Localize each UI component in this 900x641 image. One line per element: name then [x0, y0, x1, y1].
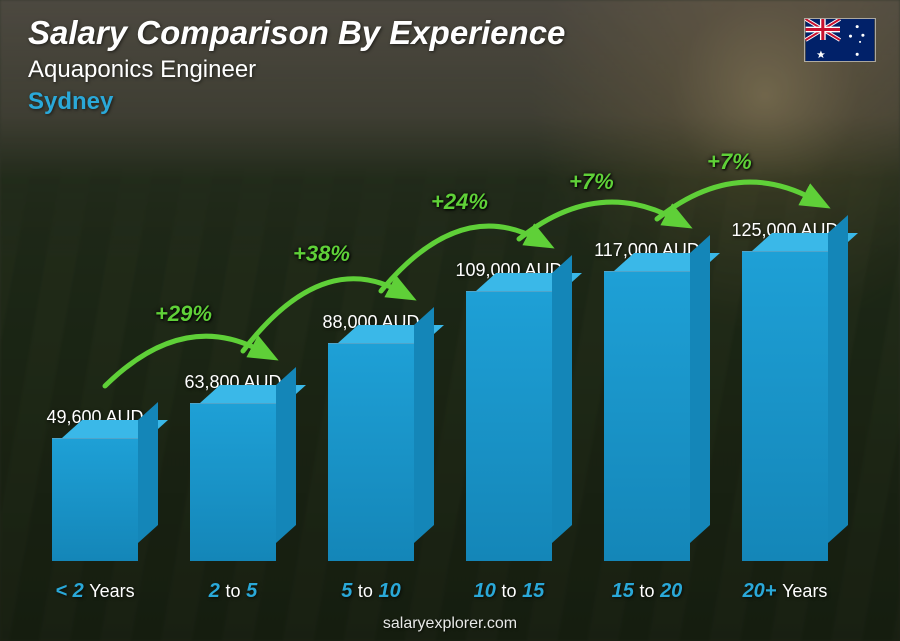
x-axis-label: 10 to 15	[444, 580, 574, 603]
bar-cell: 125,000 AUD	[720, 220, 850, 561]
increase-label: +7%	[569, 169, 614, 195]
increase-label: +7%	[707, 149, 752, 175]
x-axis: < 2 Years 2 to 5 5 to 10 10 to 15 15 to 20 20…	[30, 580, 850, 603]
x-axis-label: 5 to 10	[306, 580, 436, 603]
bar	[190, 403, 276, 561]
page-title: Salary Comparison By Experience	[28, 14, 565, 52]
x-axis-label: 20+ Years	[720, 580, 850, 603]
bar-cell: 63,800 AUD	[168, 372, 298, 561]
x-axis-label: < 2 Years	[30, 580, 160, 603]
job-title: Aquaponics Engineer	[28, 56, 565, 84]
bar-cell: 88,000 AUD	[306, 312, 436, 561]
bar-cell: 117,000 AUD	[582, 240, 712, 561]
bar	[52, 438, 138, 561]
increase-label: +29%	[155, 301, 212, 327]
header: Salary Comparison By Experience Aquaponi…	[28, 14, 565, 116]
bar	[328, 343, 414, 561]
flag-icon	[804, 18, 876, 62]
bar	[466, 291, 552, 561]
bar	[604, 271, 690, 561]
footer-attribution: salaryexplorer.com	[0, 615, 900, 633]
x-axis-label: 2 to 5	[168, 580, 298, 603]
bar-cell: 109,000 AUD	[444, 260, 574, 561]
increase-label: +24%	[431, 189, 488, 215]
x-axis-label: 15 to 20	[582, 580, 712, 603]
container: Salary Comparison By Experience Aquaponi…	[0, 0, 900, 641]
bar-cell: 49,600 AUD	[30, 407, 160, 561]
bar	[742, 251, 828, 561]
location-label: Sydney	[28, 88, 565, 116]
increase-label: +38%	[293, 241, 350, 267]
